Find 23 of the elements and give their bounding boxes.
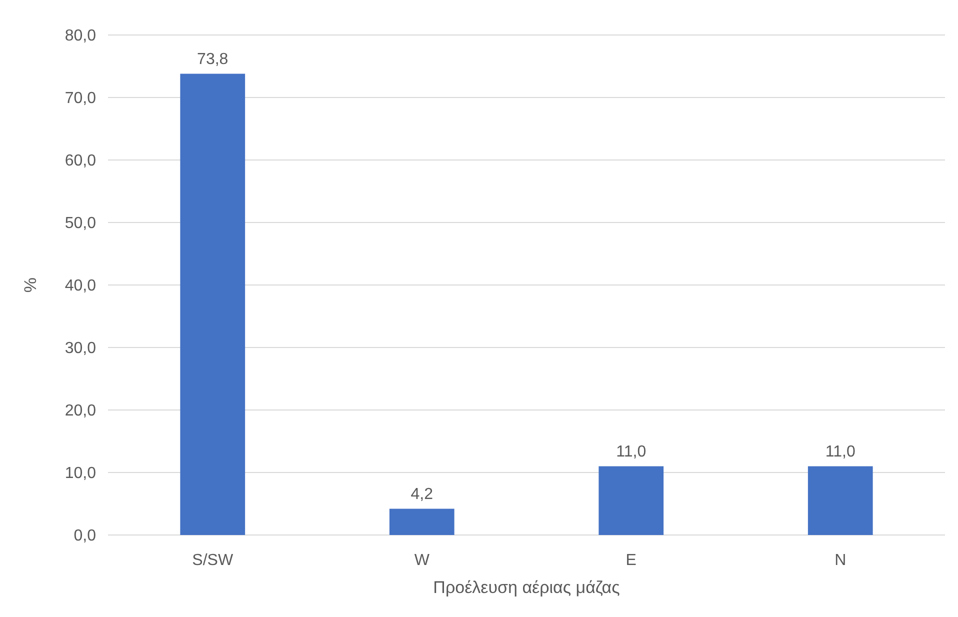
y-tick-label: 80,0 xyxy=(64,28,96,45)
x-tick-label: S/SW xyxy=(192,552,234,569)
x-tick-label: W xyxy=(414,552,430,569)
data-label: 11,0 xyxy=(616,443,646,460)
bar xyxy=(389,508,454,535)
bar xyxy=(808,466,873,535)
y-tick-label: 20,0 xyxy=(64,402,96,420)
y-tick-label: 60,0 xyxy=(64,152,96,170)
y-tick-label: 40,0 xyxy=(64,278,96,295)
y-axis-title: % xyxy=(21,277,40,293)
data-label: 11,0 xyxy=(825,443,856,460)
y-tick-label: 50,0 xyxy=(64,215,96,232)
y-tick-label: 10,0 xyxy=(64,465,96,482)
y-tick-label: 70,0 xyxy=(64,90,96,108)
bar xyxy=(598,466,664,535)
x-tick-label: N xyxy=(834,552,846,569)
x-axis-title: Προέλευση αέριας μάζας xyxy=(433,578,620,597)
x-tick-label: E xyxy=(626,552,636,569)
bar xyxy=(180,74,246,535)
data-label: 73,8 xyxy=(197,50,228,68)
y-tick-label: 0,0 xyxy=(74,528,96,545)
y-tick-label: 30,0 xyxy=(64,340,96,358)
data-label: 4,2 xyxy=(410,486,434,503)
